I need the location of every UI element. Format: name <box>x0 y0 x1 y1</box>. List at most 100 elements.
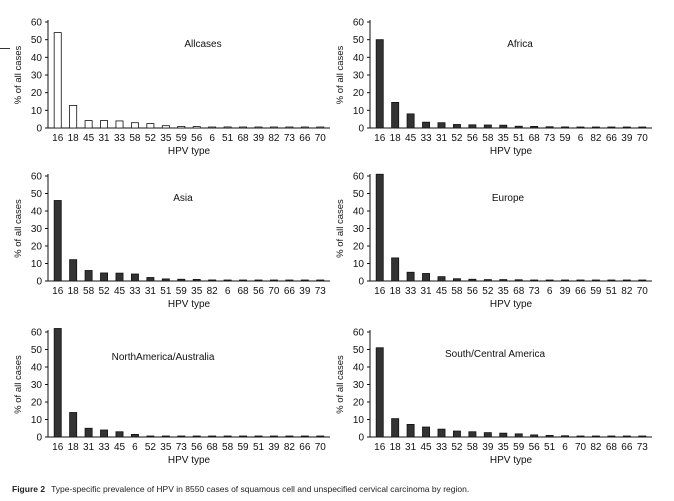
x-tick-label: 16 <box>52 442 64 453</box>
bar-66 <box>607 126 616 129</box>
x-tick-label: 31 <box>436 133 448 144</box>
bar-82 <box>591 126 600 129</box>
x-tick-label: 73 <box>544 133 556 144</box>
page-edge-rule <box>0 48 10 49</box>
x-tick-label: 35 <box>160 442 172 453</box>
y-tick-label: 50 <box>353 35 365 46</box>
bar-35 <box>499 432 508 438</box>
x-tick-label: 68 <box>207 442 219 453</box>
y-tick-label: 50 <box>31 345 43 356</box>
bar-51 <box>161 278 170 282</box>
bar-6 <box>130 433 139 438</box>
bar-82 <box>285 435 294 438</box>
x-tick-label: 51 <box>253 442 265 453</box>
x-axis-label: HPV type <box>490 455 533 466</box>
y-tick-label: 10 <box>31 415 43 426</box>
x-tick-label: 82 <box>207 286 219 297</box>
bar-6 <box>208 126 217 129</box>
bar-70 <box>638 279 647 282</box>
y-tick-label: 30 <box>353 380 365 391</box>
bar-56 <box>192 435 201 438</box>
x-tick-label: 33 <box>420 133 432 144</box>
x-tick-label: 58 <box>451 286 463 297</box>
x-axis-label: HPV type <box>490 146 533 157</box>
bar-39 <box>622 126 631 129</box>
bar-59 <box>591 279 600 282</box>
x-tick-label: 39 <box>482 442 494 453</box>
x-tick-label: 39 <box>299 286 311 297</box>
bar-33 <box>100 429 108 438</box>
bar-33 <box>422 121 430 129</box>
x-tick-label: 6 <box>225 286 231 297</box>
bar-33 <box>437 428 446 438</box>
y-tick-label: 0 <box>36 277 42 288</box>
x-tick-label: 73 <box>637 442 649 453</box>
y-tick-label: 10 <box>353 106 365 117</box>
bar-70 <box>316 435 325 438</box>
y-tick-label: 20 <box>31 242 43 253</box>
x-tick-label: 70 <box>268 286 280 297</box>
y-tick-label: 0 <box>358 124 364 135</box>
bar-58 <box>452 278 461 282</box>
x-tick-label: 73 <box>176 442 188 453</box>
x-tick-label: 45 <box>405 133 417 144</box>
chart-asia: 0 10 20 30 40 50 60 % of all cases 16 18 58 52 45 33 3… <box>13 172 330 310</box>
x-tick-label: 58 <box>83 286 95 297</box>
caption-label: Figure 2 <box>12 484 46 494</box>
y-tick-label: 20 <box>353 398 365 409</box>
y-tick-label: 0 <box>358 433 364 444</box>
bar-56 <box>192 126 201 129</box>
bar-56 <box>468 278 477 282</box>
bar-35 <box>499 279 508 282</box>
x-tick-label: 18 <box>390 133 402 144</box>
bar-6 <box>223 279 232 282</box>
y-tick-label: 0 <box>36 433 42 444</box>
x-tick-label: 59 <box>559 133 571 144</box>
y-axis-label: % of all cases <box>13 45 24 104</box>
chart-africa: 0 10 20 30 40 50 60 % of all cases 16 18 45 33 31 52 5… <box>335 18 652 157</box>
x-tick-label: 56 <box>191 442 203 453</box>
bar-31 <box>146 277 155 282</box>
x-tick-label: 59 <box>176 286 188 297</box>
x-tick-label: 56 <box>467 286 479 297</box>
bar-45 <box>437 276 446 282</box>
x-tick-label: 39 <box>621 133 633 144</box>
bar-56 <box>468 124 477 129</box>
bar-59 <box>177 278 186 282</box>
bar-73 <box>177 435 186 438</box>
bar-70 <box>316 126 325 129</box>
bar-39 <box>561 279 569 282</box>
x-tick-label: 51 <box>513 133 525 144</box>
x-tick-label: 58 <box>467 442 479 453</box>
bar-58 <box>223 435 232 438</box>
x-tick-label: 82 <box>590 133 602 144</box>
bar-82 <box>269 126 278 129</box>
x-tick-label: 70 <box>315 133 327 144</box>
x-tick-label: 56 <box>529 442 541 453</box>
x-tick-label: 70 <box>637 133 649 144</box>
x-tick-label: 31 <box>405 442 417 453</box>
bar-68 <box>530 126 539 129</box>
x-tick-label: 70 <box>575 442 587 453</box>
x-tick-label: 39 <box>559 286 571 297</box>
y-tick-label: 20 <box>353 242 365 253</box>
x-tick-label: 6 <box>132 442 138 453</box>
bar-16 <box>375 39 384 129</box>
bar-70 <box>576 435 585 438</box>
x-tick-label: 33 <box>129 286 141 297</box>
x-tick-label: 39 <box>268 442 280 453</box>
x-tick-label: 35 <box>498 286 510 297</box>
x-tick-label: 59 <box>513 442 525 453</box>
bar-66 <box>622 435 631 438</box>
x-tick-label: 33 <box>98 442 110 453</box>
y-tick-label: 30 <box>31 224 43 235</box>
bar-31 <box>422 273 430 282</box>
y-tick-label: 0 <box>36 124 42 135</box>
x-tick-label: 73 <box>284 133 296 144</box>
bar-58 <box>84 270 93 282</box>
x-tick-label: 70 <box>637 286 649 297</box>
x-tick-label: 35 <box>498 133 510 144</box>
bar-33 <box>115 120 124 129</box>
x-tick-label: 16 <box>374 286 386 297</box>
y-tick-label: 50 <box>353 345 365 356</box>
